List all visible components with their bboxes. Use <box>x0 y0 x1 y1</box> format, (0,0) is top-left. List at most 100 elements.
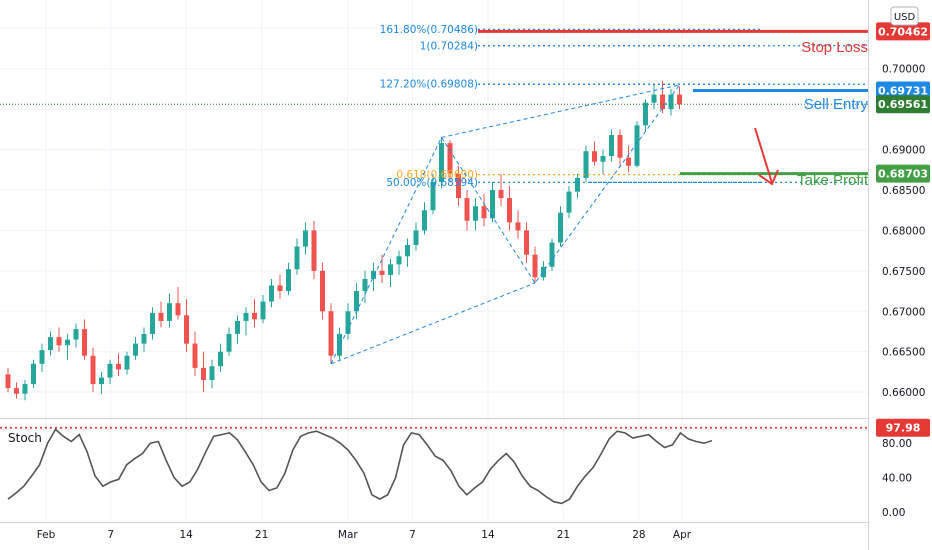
candle-body <box>141 333 147 344</box>
candle-body <box>175 303 181 316</box>
harmonic-pattern <box>330 84 680 365</box>
fib-level-label: 161.80%(0.70486) <box>380 24 478 36</box>
candle-body <box>668 94 674 110</box>
candle-body <box>677 94 682 105</box>
harmonic-pattern-diagonal <box>441 84 680 138</box>
take-profit-badge-text: 0.68703 <box>878 168 928 181</box>
candle-body <box>345 311 351 334</box>
stoch-tick-label: 0.00 <box>882 507 905 519</box>
candle-body <box>82 329 87 356</box>
candle-body <box>660 94 665 110</box>
candle-body <box>490 190 495 219</box>
candle-body <box>371 270 376 279</box>
candle-body <box>107 363 113 378</box>
sell-entry-badge <box>876 81 930 100</box>
candle-body <box>22 384 28 394</box>
candle-body <box>192 343 198 368</box>
candle-body <box>56 337 62 346</box>
currency-label: USD <box>894 12 916 23</box>
time-tick-label: Apr <box>673 529 692 541</box>
current-price-badge <box>876 95 930 114</box>
candle-body <box>575 177 580 192</box>
sell-entry-label: Sell Entry <box>804 96 869 113</box>
candle-body <box>14 388 19 394</box>
time-tick-label: 21 <box>557 529 570 541</box>
candle-body <box>133 343 138 356</box>
candle-body <box>626 157 631 166</box>
candle-body <box>218 351 223 367</box>
candle-body <box>124 355 130 370</box>
candle-body <box>592 151 597 162</box>
down-arrow-icon <box>754 127 779 186</box>
current-price-badge-text: 0.69561 <box>878 98 928 111</box>
candle-body <box>405 244 410 257</box>
candle-body <box>337 333 342 356</box>
candle-body <box>422 210 427 231</box>
candle-body <box>473 206 478 221</box>
fib-level-label: 127.20%(0.69808) <box>380 79 478 91</box>
time-tick-label: 14 <box>481 529 495 541</box>
candle-body <box>498 190 504 199</box>
candle-body <box>481 206 487 219</box>
candle-body <box>311 230 317 271</box>
price-tick-label: 0.69000 <box>882 145 925 157</box>
fib-level-label: 1(0.70284) <box>420 40 478 52</box>
candle-body <box>184 315 189 344</box>
overlays-layer: 161.80%(0.70486) 1(0.70284) 127.20%(0.6980… <box>0 24 868 365</box>
time-tick-label: Mar <box>338 529 358 541</box>
candle-body <box>201 367 206 380</box>
candle-body <box>320 270 325 312</box>
currency-button[interactable]: USD <box>890 6 919 26</box>
stoch-level-badge <box>876 418 930 437</box>
candle-body <box>269 285 274 302</box>
candle-body <box>5 374 11 389</box>
stoch-tick-label: 80.00 <box>882 438 912 450</box>
candle-body <box>260 301 266 320</box>
candle-body <box>65 339 70 346</box>
stoch-level-badge-text: 97.98 <box>886 422 921 435</box>
time-tick-label: 7 <box>107 529 114 541</box>
candle-body <box>524 230 529 255</box>
candle-body <box>439 143 444 182</box>
take-profit-label: Take Profit <box>797 172 869 189</box>
harmonic-pattern-diagonal <box>330 282 536 365</box>
candle-body <box>277 285 283 292</box>
stop-loss-badge-text: 0.70462 <box>878 25 928 38</box>
candle-body <box>566 191 572 213</box>
candle-body <box>167 303 172 321</box>
fib-level-label: 50.00%(0.68594) <box>386 177 478 189</box>
time-tick-label: 28 <box>632 529 645 541</box>
time-tick-label: Feb <box>37 529 56 541</box>
candle-body <box>328 311 334 356</box>
sell-entry-badge-text: 0.69731 <box>878 84 928 97</box>
candle-body <box>116 363 121 370</box>
candle-body <box>532 254 538 278</box>
candle-body <box>90 355 96 385</box>
currency-button-frame[interactable] <box>890 6 919 26</box>
candle-body <box>600 156 606 162</box>
stoch-tick-label: 40.00 <box>882 473 912 485</box>
stoch-title: Stoch <box>8 431 42 445</box>
candle-body <box>430 181 436 211</box>
take-profit-badge <box>876 164 930 183</box>
price-tick-label: 0.67500 <box>882 266 925 278</box>
candle-body <box>39 350 45 364</box>
candle-body <box>48 337 53 351</box>
candle-body <box>643 102 648 126</box>
candle-body <box>388 264 393 275</box>
time-tick-label: 7 <box>409 529 416 541</box>
candle-body <box>379 270 385 275</box>
candle-body <box>362 278 368 292</box>
candle-body <box>303 230 308 247</box>
candle-body <box>558 212 563 243</box>
candle-body <box>354 291 359 312</box>
candle-body <box>541 266 546 278</box>
candle-body <box>515 222 521 231</box>
candle-body <box>150 312 155 334</box>
price-tick-label: 0.66000 <box>882 387 925 399</box>
stoch-line <box>7 428 713 505</box>
price-tick-label: 0.68500 <box>882 185 925 197</box>
candle-body <box>507 198 512 223</box>
